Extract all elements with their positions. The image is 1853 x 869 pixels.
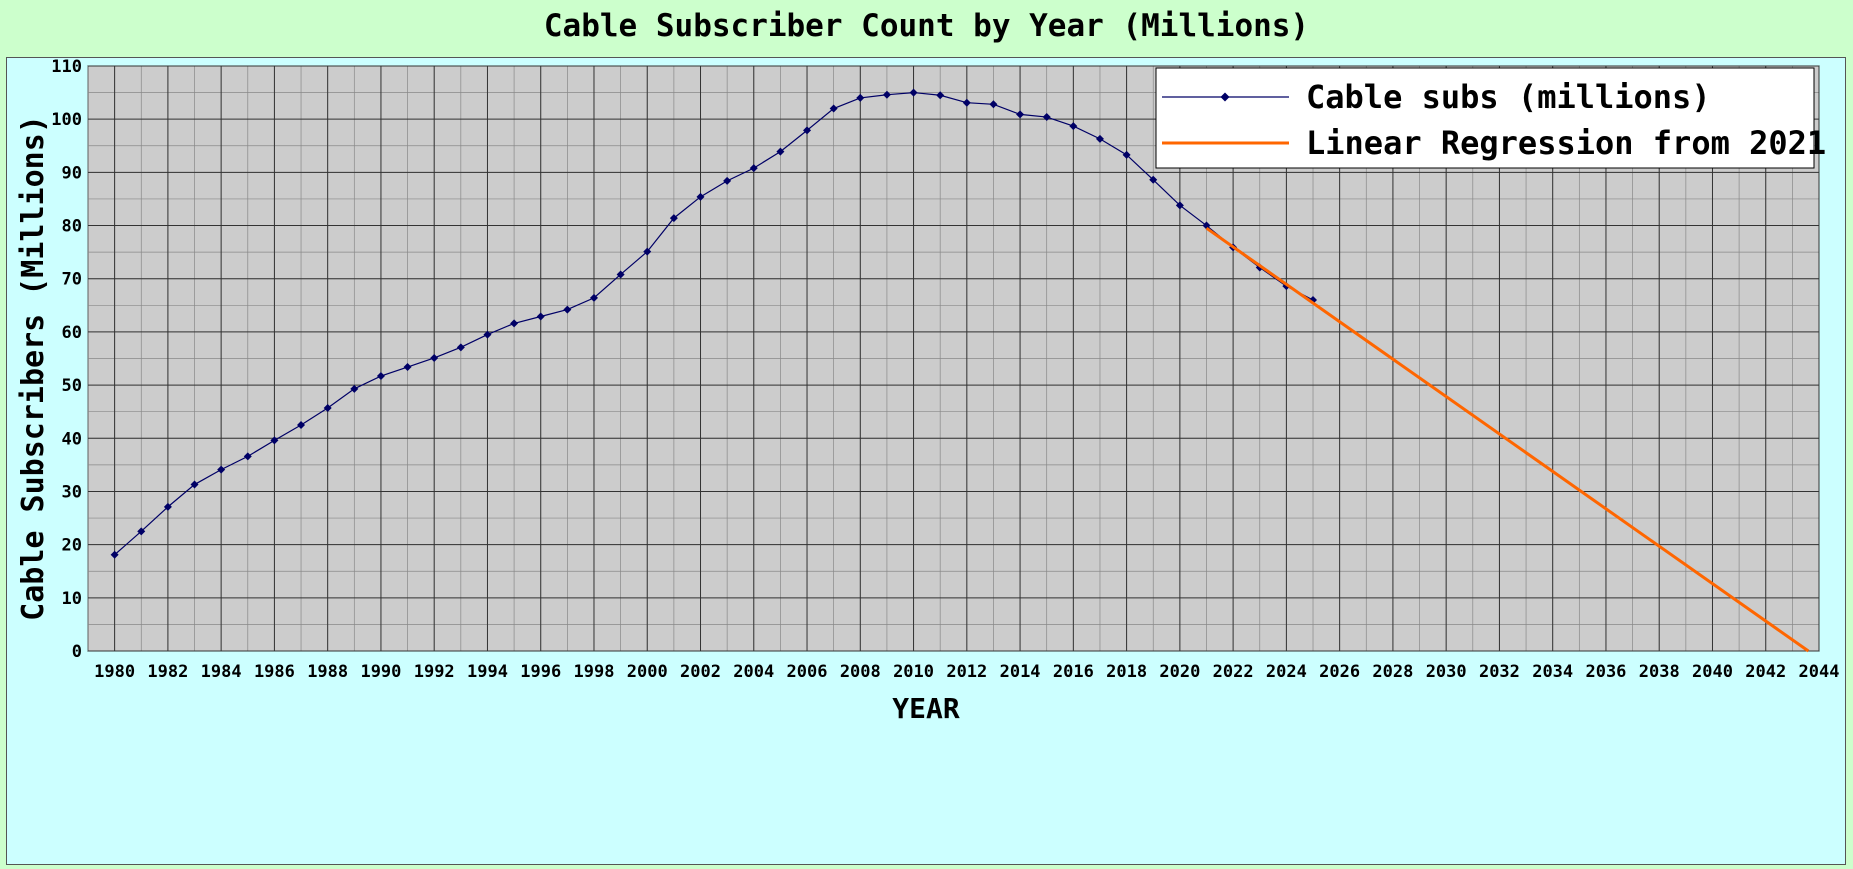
data-point	[323, 403, 332, 412]
data-point	[696, 192, 705, 201]
series-line	[114, 91, 1314, 556]
x-tick-label: 2000	[627, 662, 668, 682]
x-tick-label: 2018	[1106, 662, 1147, 682]
data-point	[669, 214, 678, 223]
data-point	[243, 452, 252, 461]
data-point	[536, 312, 545, 321]
x-tick-label: 1996	[520, 662, 561, 682]
legend-swatch-marker	[1220, 92, 1230, 102]
y-tick-label: 80	[62, 217, 82, 237]
legend-box	[1155, 67, 1815, 169]
x-tick-label: 2024	[1266, 662, 1307, 682]
x-tick-label: 2044	[1799, 662, 1840, 682]
data-point	[856, 93, 865, 102]
y-tick-label: 110	[51, 58, 82, 77]
x-tick-label: 2026	[1319, 662, 1360, 682]
data-point	[589, 293, 598, 302]
data-point	[643, 247, 652, 256]
data-point	[909, 88, 918, 97]
legend-label: Cable subs (millions)	[1306, 78, 1711, 116]
x-axis-title: YEAR	[892, 692, 960, 725]
x-tick-label: 2030	[1426, 662, 1467, 682]
data-point	[1149, 175, 1158, 184]
x-tick-label: 2010	[893, 662, 934, 682]
regression-line	[1205, 226, 1810, 653]
x-tick-label: 2006	[787, 662, 828, 682]
x-tick-label: 2038	[1639, 662, 1680, 682]
data-point	[1175, 201, 1184, 210]
data-point	[376, 372, 385, 381]
y-axis-title: Cable Subscribers (Millions)	[16, 115, 51, 621]
data-point	[882, 90, 891, 99]
data-point	[989, 100, 998, 109]
data-point	[483, 330, 492, 339]
y-tick-label: 20	[62, 536, 82, 556]
data-point	[1095, 134, 1104, 143]
y-tick-label: 90	[62, 163, 82, 183]
legend: Cable subs (millions) Linear Regression f…	[1155, 67, 1826, 169]
x-tick-label: 1984	[201, 662, 242, 682]
x-tick-label: 2022	[1213, 662, 1254, 682]
data-point	[723, 176, 732, 185]
data-point	[1042, 113, 1051, 122]
y-tick-label: 10	[62, 589, 82, 609]
x-tick-label: 2040	[1692, 662, 1733, 682]
data-point	[749, 164, 758, 173]
y-tick-label: 100	[51, 110, 82, 130]
x-tick-label: 2032	[1479, 662, 1520, 682]
x-tick-label: 2034	[1532, 662, 1573, 682]
y-tick-label: 50	[62, 376, 82, 396]
data-point	[936, 91, 945, 100]
data-point	[190, 480, 199, 489]
x-tick-label: 2004	[733, 662, 774, 682]
data-point	[829, 104, 838, 113]
y-tick-label: 40	[62, 429, 82, 449]
data-point	[297, 420, 306, 429]
legend-label: Linear Regression from 2021	[1306, 124, 1826, 162]
chart-title: Cable Subscriber Count by Year (Millions…	[543, 8, 1310, 44]
y-tick-label: 70	[62, 270, 82, 290]
y-tick-label: 30	[62, 482, 82, 502]
data-point	[563, 305, 572, 314]
x-tick-label: 2016	[1053, 662, 1094, 682]
data-point	[163, 502, 172, 511]
y-tick-label: 60	[62, 323, 82, 343]
data-point	[217, 465, 226, 474]
chart-svg: 1980 1982 1984 1986 1988 1990 1992 1994 1996 1998…	[16, 57, 1840, 725]
data-point	[270, 436, 279, 445]
x-tick-label: 2028	[1372, 662, 1413, 682]
x-tick-label: 1998	[574, 662, 615, 682]
chart-frame: 1980 1982 1984 1986 1988 1990 1992 1994 1996 1998…	[6, 57, 1846, 865]
data-point	[350, 384, 359, 393]
x-tick-label: 2008	[840, 662, 881, 682]
x-tick-label: 2036	[1585, 662, 1626, 682]
x-tick-label: 2002	[680, 662, 721, 682]
data-point	[110, 550, 119, 559]
data-point	[616, 270, 625, 279]
data-point	[962, 98, 971, 107]
x-tick-label: 2012	[946, 662, 987, 682]
x-tick-label: 1982	[147, 662, 188, 682]
data-point	[456, 343, 465, 352]
data-point	[803, 126, 812, 135]
data-point	[1016, 110, 1025, 119]
data-point	[776, 147, 785, 156]
data-point	[430, 353, 439, 362]
x-tick-label: 1986	[254, 662, 295, 682]
x-tick-label: 1992	[414, 662, 455, 682]
data-point	[1122, 150, 1131, 159]
x-tick-label: 2020	[1159, 662, 1200, 682]
y-tick-label: 0	[72, 642, 82, 662]
x-tick-label: 1988	[307, 662, 348, 682]
data-point	[1069, 122, 1078, 131]
x-tick-label: 1990	[360, 662, 401, 682]
data-point	[1202, 221, 1211, 230]
x-tick-label: 2014	[1000, 662, 1041, 682]
x-tick-label: 1980	[94, 662, 135, 682]
data-point	[403, 363, 412, 372]
data-point	[137, 527, 146, 536]
x-tick-label: 1994	[467, 662, 508, 682]
data-point	[1255, 263, 1264, 272]
x-tick-label: 2042	[1745, 662, 1786, 682]
